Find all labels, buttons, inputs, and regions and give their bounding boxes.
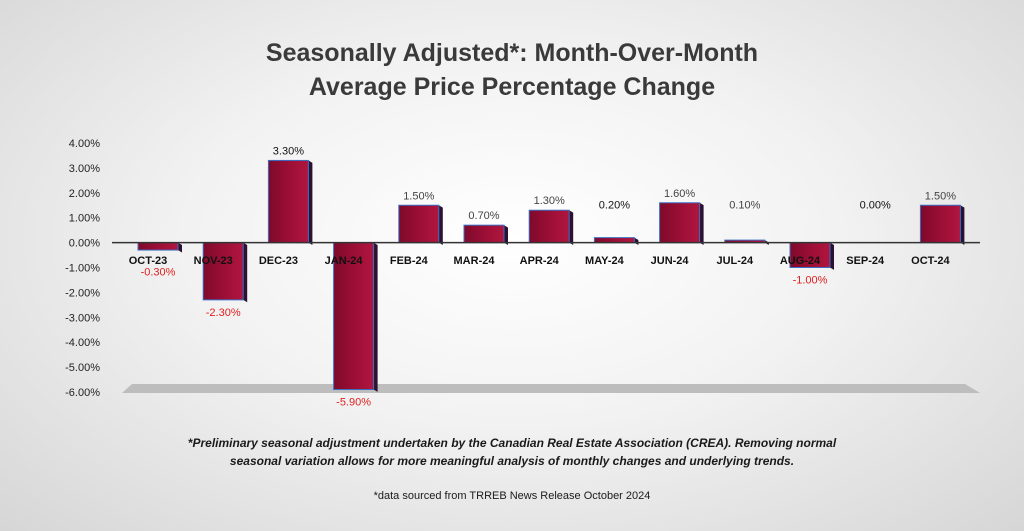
y-tick-label: -4.00% (65, 337, 100, 349)
chart-floor (122, 384, 980, 393)
bar-side (569, 210, 574, 245)
bar (463, 224, 505, 244)
category-label: NOV-23 (194, 255, 233, 267)
category-label: SEP-24 (846, 255, 885, 267)
category-label: DEC-23 (259, 255, 298, 267)
y-tick-label: 3.00% (69, 163, 100, 175)
bar (398, 204, 440, 244)
source-note: *data sourced from TRREB News Release Oc… (373, 490, 651, 502)
data-label: 0.20% (599, 200, 630, 212)
data-label: -5.90% (336, 397, 371, 409)
bars (137, 159, 965, 392)
bar-side (308, 160, 313, 245)
bar-side (634, 237, 639, 245)
data-label: -0.30% (141, 267, 176, 279)
category-label: APR-24 (520, 255, 560, 267)
y-tick-label: 4.00% (69, 138, 100, 150)
category-label: MAR-24 (454, 255, 496, 267)
y-tick-label: -3.00% (65, 312, 100, 324)
bar (919, 204, 961, 244)
category-label: FEB-24 (390, 255, 429, 267)
y-tick-label: -6.00% (65, 387, 100, 399)
chart-title-line-1: Seasonally Adjusted*: Month-Over-Month (265, 39, 759, 67)
category-label: OCT-24 (911, 255, 950, 267)
bar (137, 242, 179, 251)
bar-side (960, 205, 965, 245)
data-label: -1.00% (793, 275, 828, 287)
bar (267, 159, 309, 244)
y-tick-label: 2.00% (69, 188, 100, 200)
category-label: JUN-24 (651, 255, 690, 267)
data-label: 0.70% (468, 210, 499, 222)
category-label: JAN-24 (325, 255, 364, 267)
data-label: 1.60% (664, 188, 695, 200)
data-label: -2.30% (206, 307, 241, 319)
data-label: 0.10% (729, 200, 760, 212)
y-tick-label: 0.00% (69, 238, 100, 250)
bar-side (830, 242, 834, 270)
data-label: 1.30% (534, 195, 565, 207)
footnote: *Preliminary seasonal adjustment underta… (0, 434, 1024, 470)
bar-side (178, 242, 182, 253)
y-tick-label: -5.00% (65, 362, 100, 374)
bar-side (438, 205, 443, 245)
category-label: OCT-23 (129, 255, 168, 267)
bar (659, 202, 701, 244)
category-label: MAY-24 (585, 255, 625, 267)
y-tick-label: 1.00% (69, 213, 100, 225)
y-tick-label: -1.00% (65, 263, 100, 275)
data-label: 0.00% (860, 200, 891, 212)
bar (202, 242, 244, 301)
y-tick-label: -2.00% (65, 287, 100, 299)
bar-side (504, 225, 508, 245)
bar-side (243, 242, 248, 303)
footnote-line-1: *Preliminary seasonal adjustment underta… (187, 436, 837, 450)
bar-side (373, 242, 378, 392)
data-label: 1.50% (403, 190, 434, 202)
data-label: 1.50% (925, 190, 956, 202)
chart-title: Seasonally Adjusted*: Month-Over-Month A… (0, 36, 1024, 104)
bar (789, 242, 831, 269)
category-label: JUL-24 (716, 255, 754, 267)
bar-side (699, 202, 704, 245)
data-label: 3.30% (273, 145, 304, 157)
chart-title-line-2: Average Price Percentage Change (308, 73, 716, 101)
category-label: AUG-24 (780, 255, 821, 267)
bar (528, 209, 570, 244)
footnote-line-2: seasonal variation allows for more meani… (229, 454, 795, 468)
